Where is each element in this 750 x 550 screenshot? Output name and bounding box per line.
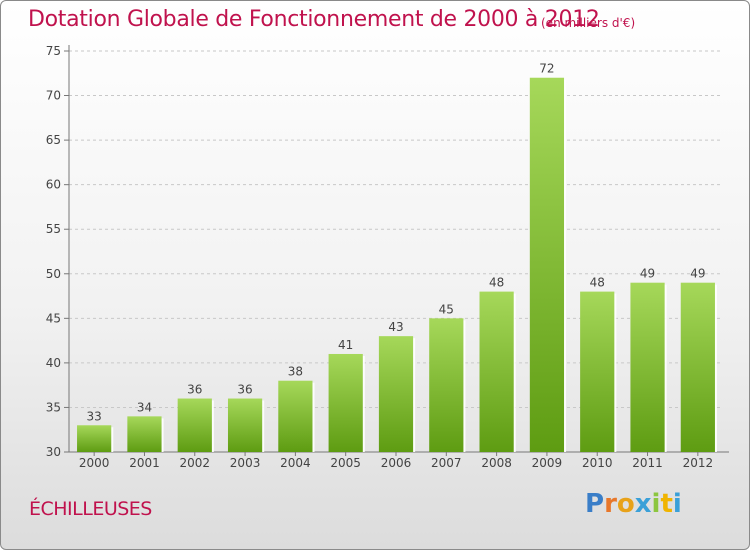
y-tick-label: 30 <box>46 445 61 459</box>
proxiti-logo[interactable]: Proxiti <box>585 489 682 519</box>
data-label: 36 <box>237 383 252 397</box>
data-label: 49 <box>640 267 655 281</box>
bar-2003 <box>227 398 263 452</box>
data-label: 36 <box>187 383 202 397</box>
bar-2007 <box>429 318 464 452</box>
y-tick-label: 35 <box>46 400 61 414</box>
y-tick-label: 55 <box>46 222 61 236</box>
bar-2005 <box>328 353 363 452</box>
data-label: 38 <box>288 365 303 379</box>
data-label: 45 <box>439 302 454 316</box>
data-label: 34 <box>137 400 152 414</box>
bar-2010 <box>580 291 615 452</box>
data-label: 49 <box>690 267 705 281</box>
data-label: 43 <box>388 320 403 334</box>
x-tick-label: 2005 <box>330 456 361 470</box>
bar-2012 <box>680 282 715 452</box>
logo-letter: r <box>604 489 617 519</box>
logo-letter: o <box>616 489 635 519</box>
x-tick-label: 2010 <box>582 456 613 470</box>
y-tick-label: 50 <box>46 267 61 281</box>
data-label: 41 <box>338 338 353 352</box>
x-tick-label: 2007 <box>431 456 462 470</box>
x-tick-label: 2002 <box>179 456 210 470</box>
x-tick-label: 2001 <box>129 456 160 470</box>
bars <box>77 77 717 452</box>
bar-2011 <box>630 282 665 452</box>
logo-letter: t <box>660 489 673 519</box>
y-tick-label: 40 <box>46 356 61 370</box>
logo-letter: P <box>585 489 605 519</box>
bar-2008 <box>479 291 514 452</box>
chart-title: Dotation Globale de Fonctionnement de 20… <box>28 7 600 32</box>
bar-2002 <box>177 398 212 452</box>
data-labels: 33 34 36 36 38 41 43 45 48 72 48 49 49 <box>87 62 706 424</box>
x-tick-label: 2008 <box>481 456 512 470</box>
y-tick-label: 65 <box>46 133 61 147</box>
x-tick-label: 2003 <box>230 456 261 470</box>
x-tick-label: 2006 <box>381 456 412 470</box>
logo-letter: i <box>672 489 682 519</box>
data-label: 33 <box>87 409 102 423</box>
x-tick-label: 2012 <box>683 456 714 470</box>
data-label: 48 <box>489 276 504 290</box>
bar-2000 <box>77 425 112 452</box>
bar-2001 <box>127 416 162 452</box>
x-tick-label: 2000 <box>79 456 110 470</box>
data-label: 72 <box>539 62 554 76</box>
bar-2006 <box>378 336 414 452</box>
y-tick-label: 45 <box>46 311 61 325</box>
logo-letter: i <box>651 489 661 519</box>
bar-2009 <box>529 77 565 452</box>
commune-name: ÉCHILLEUSES <box>29 498 152 520</box>
y-tick-label: 75 <box>46 44 61 58</box>
y-tick-label: 60 <box>46 178 61 192</box>
logo-letter: x <box>634 489 652 519</box>
data-label: 48 <box>590 276 605 290</box>
y-tick-label: 70 <box>46 89 61 103</box>
chart-subtitle: (en milliers d'€) <box>541 16 636 30</box>
x-tick-label: 2004 <box>280 456 311 470</box>
bar-2004 <box>278 380 313 452</box>
x-tick-label: 2009 <box>532 456 563 470</box>
x-tick-label: 2011 <box>632 456 663 470</box>
